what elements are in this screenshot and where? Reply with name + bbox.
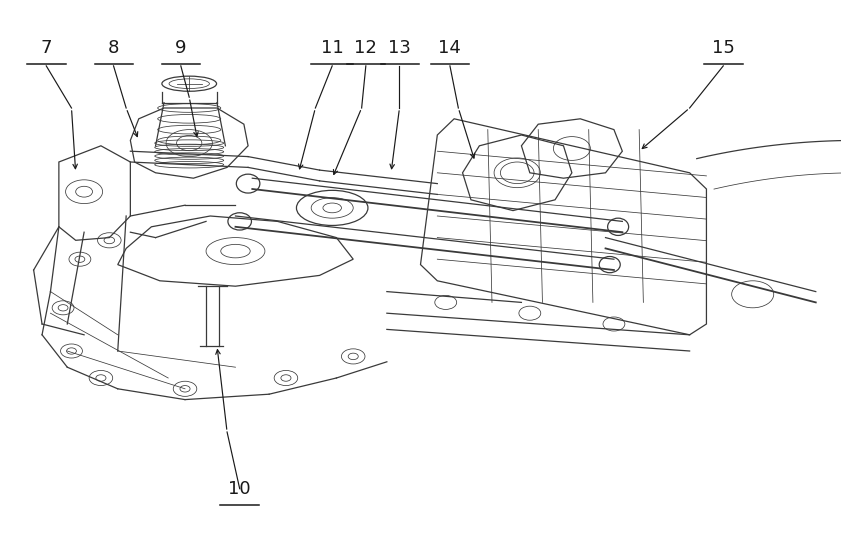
Text: 9: 9 [175, 39, 187, 57]
Text: 10: 10 [229, 480, 251, 498]
Text: 7: 7 [40, 39, 52, 57]
Text: 15: 15 [711, 39, 735, 57]
Text: 14: 14 [438, 39, 462, 57]
Text: 8: 8 [108, 39, 119, 57]
Text: 13: 13 [388, 39, 411, 57]
Text: 12: 12 [354, 39, 378, 57]
Text: 11: 11 [320, 39, 344, 57]
